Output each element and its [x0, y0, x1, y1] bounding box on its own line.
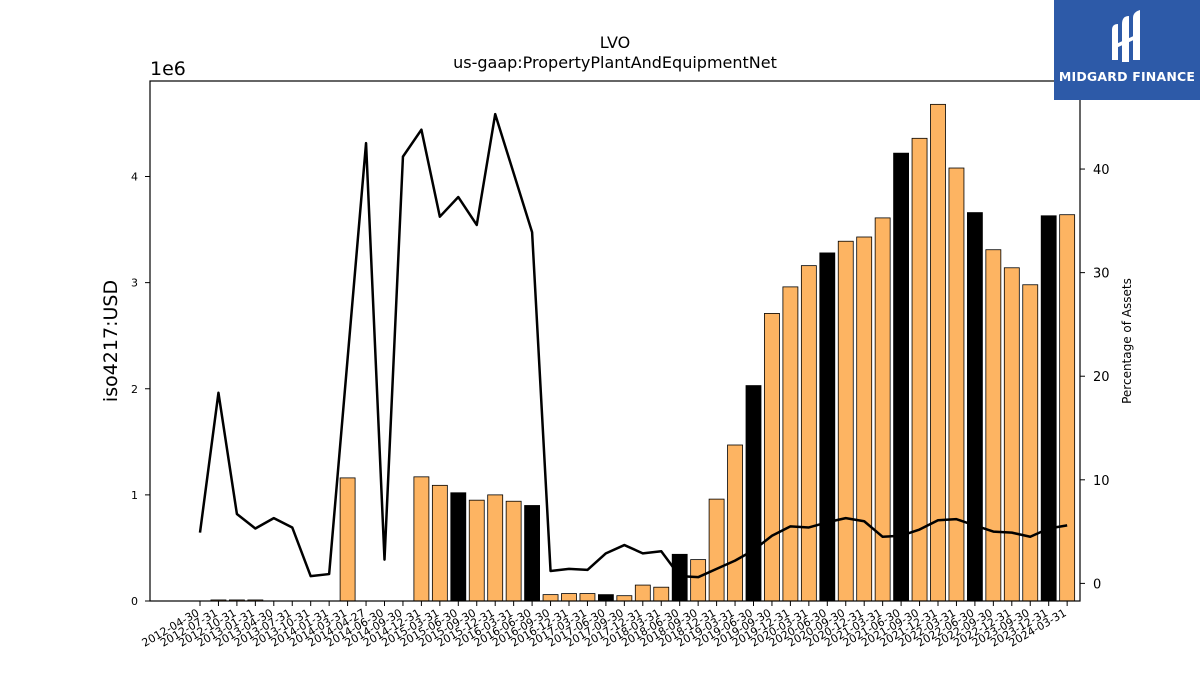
bar-regular	[468, 499, 485, 602]
bar-highlighted	[450, 492, 467, 602]
y-axis-label: iso4217:USD	[100, 280, 122, 402]
bar-regular	[561, 593, 577, 602]
bar-regular	[800, 265, 817, 602]
bar-regular	[727, 444, 743, 602]
axes-layer	[149, 80, 1081, 602]
bar-regular	[616, 595, 633, 602]
bar-regular	[579, 593, 596, 602]
bar-regular	[764, 313, 780, 602]
bar-regular	[339, 477, 356, 602]
bar-regular	[690, 559, 707, 602]
y-tick-label: 2	[131, 383, 138, 396]
bar-regular	[1022, 284, 1039, 602]
bar-regular	[487, 494, 504, 602]
y-tick-label: 1	[131, 489, 138, 502]
bar-regular	[708, 498, 725, 602]
percentage-line	[198, 112, 1068, 579]
y2-tick-label: 0	[1093, 577, 1101, 592]
y2-tick-label: 10	[1093, 474, 1110, 489]
plot-frame	[149, 80, 1081, 602]
y-tick-label: 3	[131, 277, 138, 290]
bar-regular	[837, 240, 854, 602]
bar-highlighted	[598, 594, 614, 602]
bar-regular	[431, 484, 448, 602]
bar-highlighted	[745, 385, 762, 602]
midgard-finance-logo: MIDGARD FINANCE	[1054, 0, 1200, 100]
bar-regular	[985, 249, 1002, 602]
line-layer	[198, 112, 1068, 579]
bar-regular	[542, 594, 559, 602]
y-tick-label: 4	[131, 171, 138, 184]
bar-regular	[505, 500, 522, 602]
bar-regular	[856, 236, 873, 602]
ticks-layer: 012340102030402012-04-302012-07-312012-1…	[131, 163, 1110, 650]
bars-layer	[210, 103, 1076, 602]
logo-mark-icon	[1112, 10, 1140, 62]
bar-regular	[634, 584, 651, 602]
bar-regular	[653, 586, 670, 602]
y2-tick-label: 30	[1093, 267, 1110, 282]
y2-tick-label: 20	[1093, 370, 1110, 385]
bar-regular	[413, 476, 430, 602]
chart-title: LVO	[600, 33, 630, 52]
bar-highlighted	[819, 252, 836, 602]
bar-regular	[948, 167, 965, 602]
bar-regular	[930, 103, 946, 602]
bar-highlighted	[1040, 215, 1057, 602]
y-tick-label: 0	[131, 595, 138, 608]
chart-subtitle: us-gaap:PropertyPlantAndEquipmentNet	[453, 53, 777, 72]
bar-regular	[1059, 214, 1076, 602]
y-multiplier-label: 1e6	[150, 58, 186, 80]
y2-tick-label: 40	[1093, 163, 1110, 178]
y2-axis-label: Percentage of Assets	[1120, 278, 1134, 404]
bar-highlighted	[967, 212, 983, 602]
bar-regular	[874, 217, 891, 602]
bar-highlighted	[524, 505, 540, 602]
bar-regular	[1003, 267, 1020, 602]
bar-regular	[782, 286, 799, 602]
logo-text: MIDGARD FINANCE	[1058, 69, 1196, 84]
